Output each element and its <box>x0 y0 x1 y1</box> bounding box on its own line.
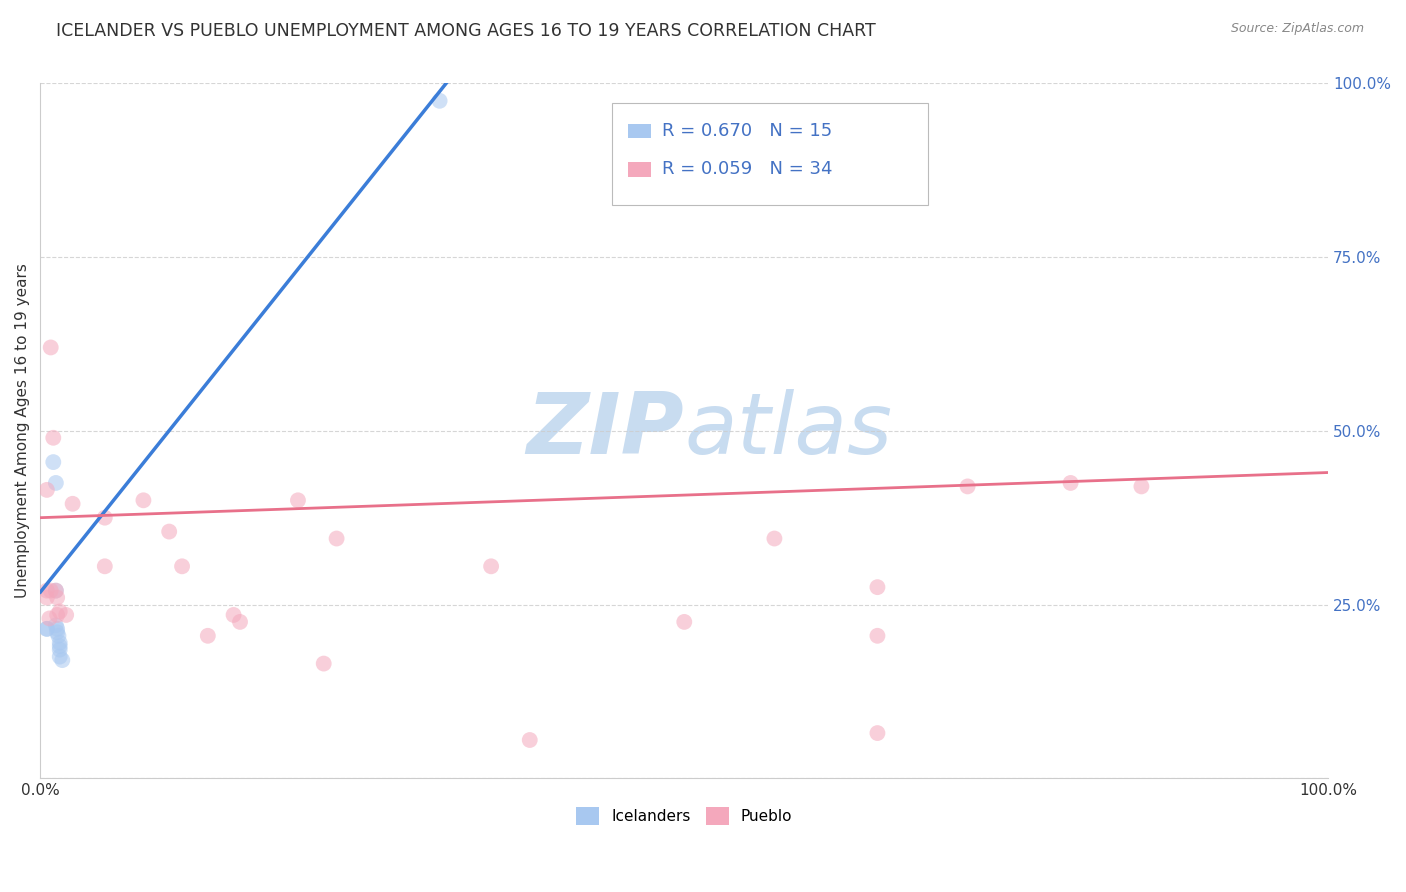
Point <box>38 611 60 625</box>
Point <box>1130 479 1153 493</box>
Point <box>312 657 335 671</box>
Point <box>35 622 58 636</box>
Point <box>42 431 65 445</box>
Point <box>673 615 696 629</box>
Point <box>45 583 67 598</box>
Point <box>51 653 73 667</box>
Point <box>170 559 193 574</box>
Point <box>222 607 245 622</box>
Point <box>48 642 70 657</box>
Point <box>62 497 84 511</box>
Point <box>48 629 70 643</box>
Point <box>46 625 69 640</box>
Text: ICELANDER VS PUEBLO UNEMPLOYMENT AMONG AGES 16 TO 19 YEARS CORRELATION CHART: ICELANDER VS PUEBLO UNEMPLOYMENT AMONG A… <box>56 22 876 40</box>
Text: Source: ZipAtlas.com: Source: ZipAtlas.com <box>1230 22 1364 36</box>
Point <box>35 622 58 636</box>
Text: atlas: atlas <box>685 389 893 473</box>
Point <box>35 591 58 605</box>
Point <box>157 524 180 539</box>
Legend: Icelanders, Pueblo: Icelanders, Pueblo <box>568 799 800 833</box>
Point <box>46 591 69 605</box>
Point <box>229 615 252 629</box>
Point <box>1059 475 1081 490</box>
Point <box>94 510 117 524</box>
Point <box>35 583 58 598</box>
Point <box>39 583 62 598</box>
Point <box>519 733 541 747</box>
Point <box>94 559 117 574</box>
Point <box>39 341 62 355</box>
Point <box>763 532 786 546</box>
Point <box>866 726 889 740</box>
Point <box>48 639 70 653</box>
Point <box>956 479 979 493</box>
Point <box>45 475 67 490</box>
Point <box>45 583 67 598</box>
Point <box>132 493 155 508</box>
Point <box>287 493 309 508</box>
Text: R = 0.670   N = 15: R = 0.670 N = 15 <box>662 122 832 140</box>
Text: ZIP: ZIP <box>527 389 685 473</box>
Point <box>48 649 70 664</box>
Point <box>325 532 347 546</box>
Point <box>429 94 451 108</box>
Point <box>35 483 58 497</box>
Point <box>48 605 70 619</box>
Text: R = 0.059   N = 34: R = 0.059 N = 34 <box>662 161 832 178</box>
Point <box>479 559 502 574</box>
Point <box>55 607 77 622</box>
Point <box>46 622 69 636</box>
Point <box>866 629 889 643</box>
Point <box>45 618 67 632</box>
Point <box>197 629 219 643</box>
Point <box>866 580 889 594</box>
Y-axis label: Unemployment Among Ages 16 to 19 years: Unemployment Among Ages 16 to 19 years <box>15 263 30 599</box>
Point <box>42 455 65 469</box>
Point <box>48 636 70 650</box>
Point <box>46 607 69 622</box>
